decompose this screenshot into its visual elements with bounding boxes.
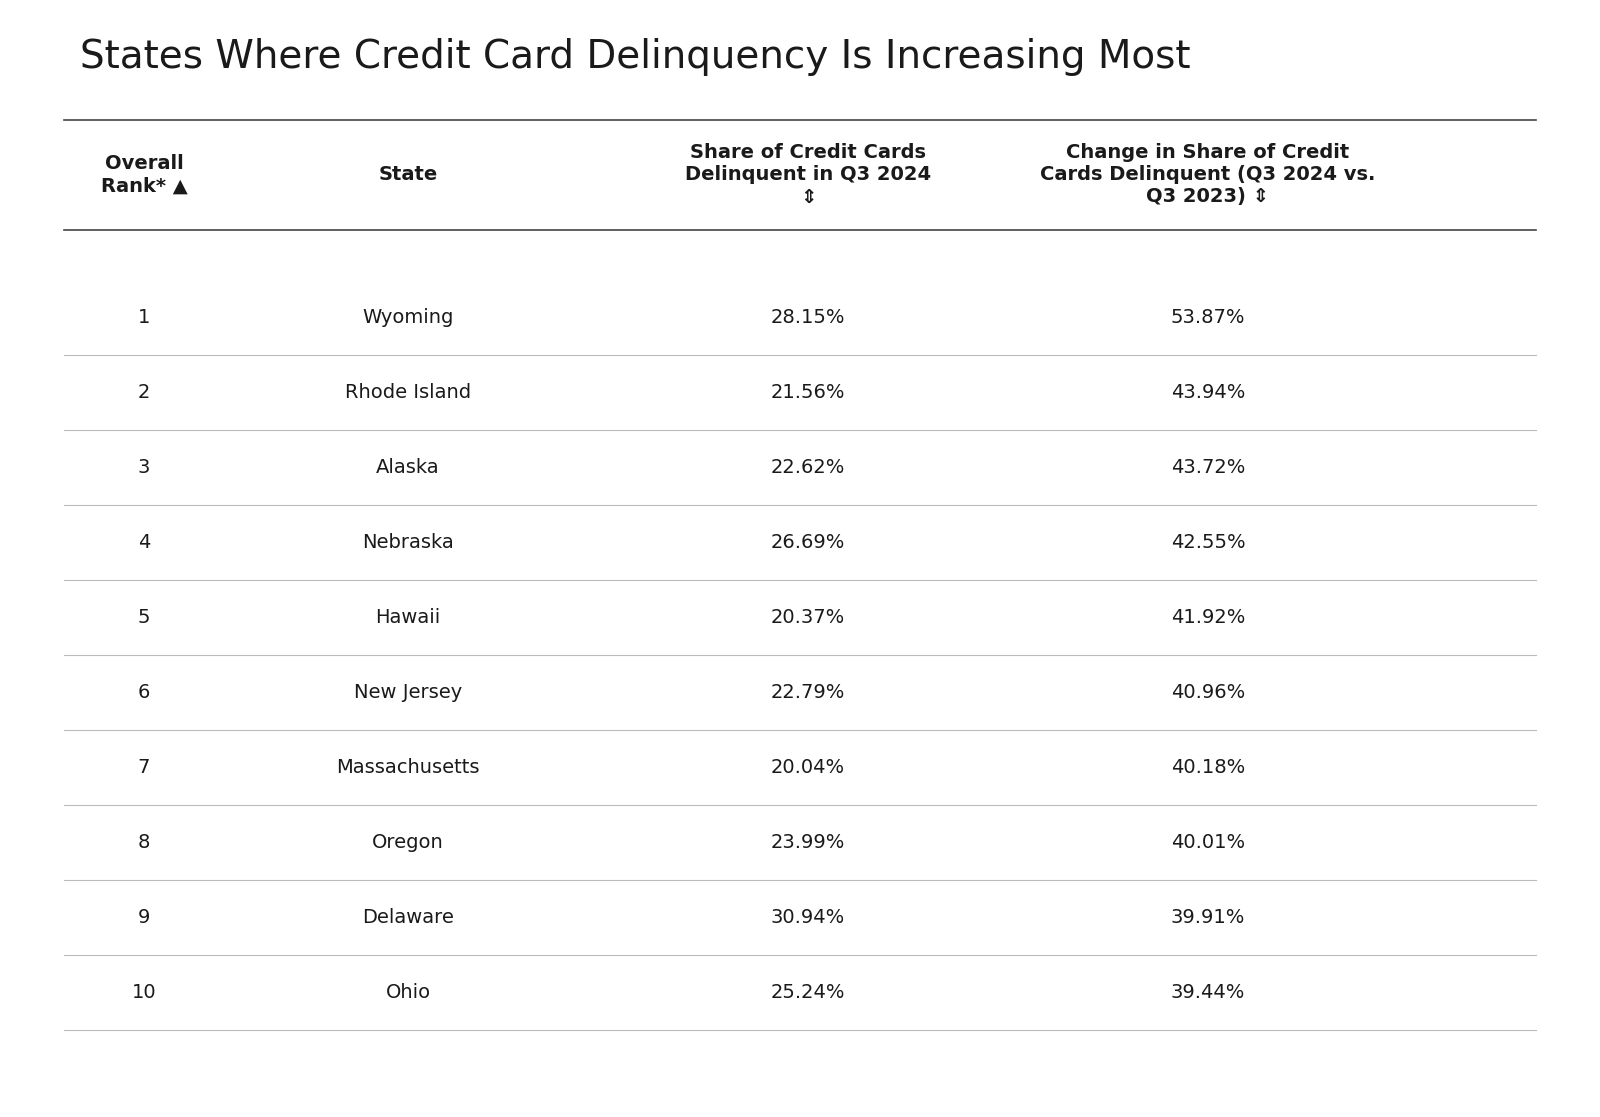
Text: States Where Credit Card Delinquency Is Increasing Most: States Where Credit Card Delinquency Is … xyxy=(80,38,1190,76)
Text: 43.72%: 43.72% xyxy=(1171,458,1245,477)
Text: 39.44%: 39.44% xyxy=(1171,983,1245,1002)
Text: 40.18%: 40.18% xyxy=(1171,758,1245,777)
Text: 23.99%: 23.99% xyxy=(771,833,845,852)
Text: Nebraska: Nebraska xyxy=(362,533,454,552)
Text: 22.62%: 22.62% xyxy=(771,458,845,477)
Text: 5: 5 xyxy=(138,608,150,627)
Text: 40.01%: 40.01% xyxy=(1171,833,1245,852)
Text: Hawaii: Hawaii xyxy=(376,608,440,627)
Text: 39.91%: 39.91% xyxy=(1171,908,1245,927)
Text: 3: 3 xyxy=(138,458,150,477)
Text: Overall
Rank* ▲: Overall Rank* ▲ xyxy=(101,154,187,195)
Text: 10: 10 xyxy=(131,983,157,1002)
Text: 4: 4 xyxy=(138,533,150,552)
Text: 2: 2 xyxy=(138,383,150,402)
Text: 53.87%: 53.87% xyxy=(1171,308,1245,327)
Text: Change in Share of Credit
Cards Delinquent (Q3 2024 vs.
Q3 2023) ⇕: Change in Share of Credit Cards Delinque… xyxy=(1040,143,1376,207)
Text: Wyoming: Wyoming xyxy=(362,308,454,327)
Text: Share of Credit Cards
Delinquent in Q3 2024
⇕: Share of Credit Cards Delinquent in Q3 2… xyxy=(685,143,931,207)
Text: 40.96%: 40.96% xyxy=(1171,682,1245,701)
Text: 30.94%: 30.94% xyxy=(771,908,845,927)
Text: 9: 9 xyxy=(138,908,150,927)
Text: 28.15%: 28.15% xyxy=(771,308,845,327)
Text: 42.55%: 42.55% xyxy=(1171,533,1245,552)
Text: New Jersey: New Jersey xyxy=(354,682,462,701)
Text: 25.24%: 25.24% xyxy=(771,983,845,1002)
Text: 20.04%: 20.04% xyxy=(771,758,845,777)
Text: Delaware: Delaware xyxy=(362,908,454,927)
Text: State: State xyxy=(378,165,438,184)
Text: 41.92%: 41.92% xyxy=(1171,608,1245,627)
Text: 8: 8 xyxy=(138,833,150,852)
Text: 21.56%: 21.56% xyxy=(771,383,845,402)
Text: 22.79%: 22.79% xyxy=(771,682,845,701)
Text: Alaska: Alaska xyxy=(376,458,440,477)
Text: 6: 6 xyxy=(138,682,150,701)
Text: 7: 7 xyxy=(138,758,150,777)
Text: 43.94%: 43.94% xyxy=(1171,383,1245,402)
Text: Oregon: Oregon xyxy=(373,833,443,852)
Text: Ohio: Ohio xyxy=(386,983,430,1002)
Text: Rhode Island: Rhode Island xyxy=(346,383,470,402)
Text: Massachusetts: Massachusetts xyxy=(336,758,480,777)
Text: 1: 1 xyxy=(138,308,150,327)
Text: 20.37%: 20.37% xyxy=(771,608,845,627)
Text: 26.69%: 26.69% xyxy=(771,533,845,552)
